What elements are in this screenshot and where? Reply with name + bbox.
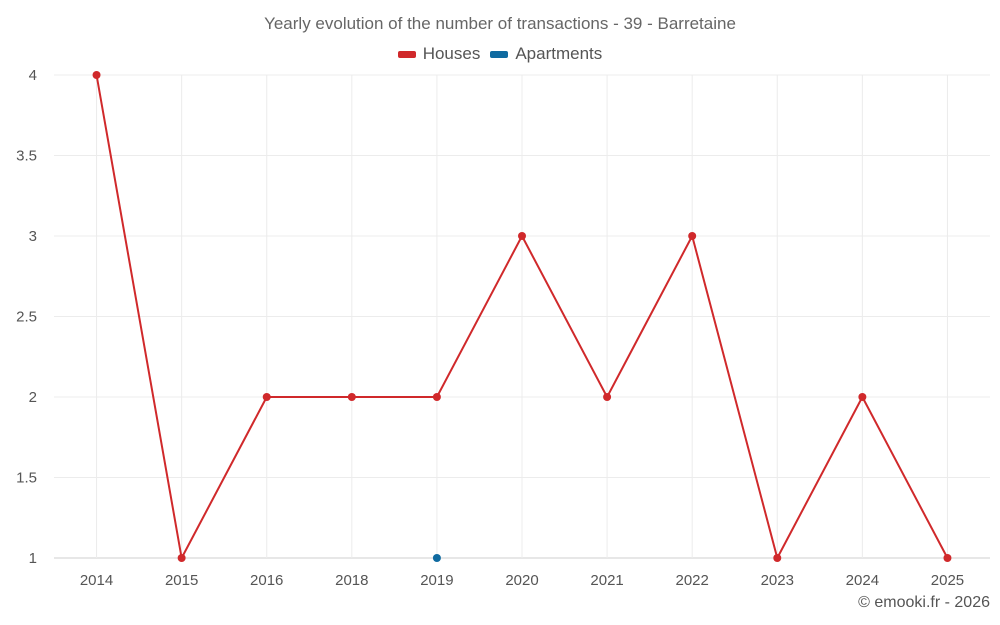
x-tick-label: 2019 <box>420 572 453 589</box>
legend-swatch-houses <box>397 50 416 58</box>
x-tick-label: 2023 <box>761 572 794 589</box>
x-tick-label: 2024 <box>846 572 879 589</box>
data-point-houses <box>177 554 186 562</box>
x-tick-label: 2016 <box>250 572 283 589</box>
data-point-houses <box>432 393 441 401</box>
data-point-houses <box>773 554 782 562</box>
data-point-houses <box>688 232 697 240</box>
x-tick-label: 2021 <box>590 572 623 589</box>
x-tick-label: 2025 <box>931 572 964 589</box>
data-point-houses <box>603 393 612 401</box>
legend-swatch-apartments <box>490 50 509 58</box>
y-tick-label: 4 <box>29 67 37 84</box>
y-tick-label: 2 <box>29 389 37 406</box>
data-point-houses <box>262 393 271 401</box>
legend-item-apartments[interactable]: Apartments <box>490 44 602 64</box>
data-point-apartments <box>432 554 441 562</box>
data-point-houses <box>347 393 356 401</box>
x-tick-label: 2020 <box>505 572 538 589</box>
y-tick-label: 3.5 <box>16 148 37 165</box>
data-point-houses <box>858 393 867 401</box>
legend-label-apartments: Apartments <box>515 44 603 63</box>
x-tick-label: 2018 <box>335 572 368 589</box>
x-tick-label: 2022 <box>675 572 708 589</box>
chart-legend: Houses Apartments <box>0 44 1000 64</box>
copyright-credit: © emooki.fr - 2026 <box>858 594 990 611</box>
legend-label-houses: Houses <box>422 44 481 63</box>
legend-item-houses[interactable]: Houses <box>397 44 481 64</box>
y-tick-label: 1 <box>29 550 37 567</box>
y-tick-label: 2.5 <box>16 309 37 326</box>
y-tick-label: 3 <box>29 228 37 245</box>
x-tick-label: 2014 <box>80 572 113 589</box>
data-point-houses <box>943 554 952 562</box>
chart-title: Yearly evolution of the number of transa… <box>264 14 736 33</box>
x-tick-label: 2015 <box>165 572 198 589</box>
data-point-houses <box>518 232 526 240</box>
data-point-houses <box>92 71 101 79</box>
y-tick-label: 1.5 <box>16 470 37 487</box>
